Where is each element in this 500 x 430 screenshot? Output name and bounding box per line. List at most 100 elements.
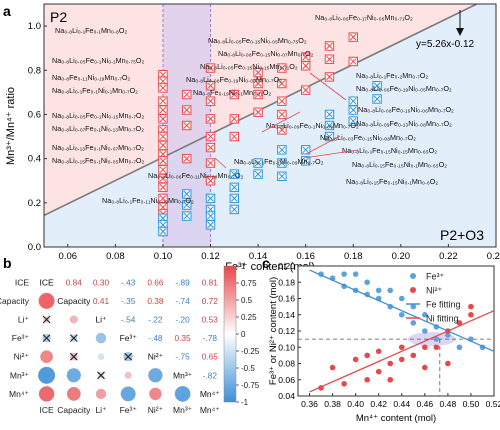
legend-label: Fe³⁺ [426,272,445,282]
marker-cross [278,172,286,180]
panel-c-guides [298,332,494,396]
data-point-p2 [229,131,240,142]
x-tick-label: 0.18 [344,251,363,262]
correlation-value: -.35 [121,296,136,306]
data-point-p2 [158,96,168,106]
marker-cross [349,33,357,41]
data-point [468,303,474,310]
insignificant-cross [42,315,51,324]
region-label-p2o3: P2+O3 [440,227,484,243]
marker-cross [159,106,167,114]
data-point [387,287,394,294]
colorbar-tick-label: -0.75 [241,381,260,390]
panel-c-letter: c [262,255,270,271]
diagonal-label: Fe³⁺ [120,333,138,343]
colorbar-ticks: 1 0.75 0.5 0.25 0 -0.25 -0.5 -0.75 -1 [236,262,260,407]
panel-c-legend: Fe³⁺ Ni²⁺ Fe fitting Ni fitting [406,272,461,324]
marker-cross [207,177,214,185]
correlation-circle [40,350,54,364]
column-label: Capacity [57,405,91,415]
leader-line [261,111,301,133]
formula-label: Na₀.₈Li₀.₁₅Fe₀.₁₅Ni₀.₁Mn₀.₆O₂ [346,177,438,186]
data-point-p2 [205,158,216,168]
panel-c-ylabel: Fe³⁺ or Ni²⁺ content (mol) [268,277,279,385]
y-tick-label: 0.20 [278,261,295,271]
marker-cross [159,142,167,149]
marker-cross [207,82,214,90]
legend-label: Ni fitting [426,314,459,324]
y-tick-label: 0.12 [278,326,295,336]
data-point-p2o3 [324,131,335,142]
data-point-p2 [253,107,263,117]
correlation-value: -.48 [148,333,163,343]
insignificant-cross [69,352,78,361]
marker-cross [326,122,333,129]
colorbar-tick-label: 0 [241,330,246,339]
leader-line [309,72,347,101]
correlation-circle [149,387,162,401]
formula-label: Na₀.₈Li₀.₀₅Fe₀.₁Ni₀.₁Mn₀.₇₅O₂ [52,56,145,65]
marker-cross [278,64,286,72]
data-point-p2o3 [277,158,287,168]
diagonal-label: Mn³⁺ [173,370,193,380]
data-point-p2o3 [229,169,240,179]
correlation-value: 0.66 [147,277,164,287]
data-point-p2o3 [205,211,216,221]
colorbar-tick-label: 0.5 [241,296,253,305]
marker-cross [230,170,238,178]
boundary-line [44,4,479,217]
formula-label: Na₀.₈Li₀.₀₉Fe₀.₁₃Ni₀.₀₈Mn₀.₇O₂ [356,119,452,128]
marker-cross [207,64,214,72]
marker-cross [207,97,214,105]
x-tick-label: 0.24 [487,251,500,262]
marker-cross [254,69,262,76]
row-label: Capacity [0,296,30,306]
y-tick-label: 0.4 [28,154,41,165]
data-point [364,352,370,359]
data-point-p2 [300,85,311,95]
correlation-value: 0.72 [202,296,219,306]
data-point-p2 [205,114,216,124]
correlation-value: -.54 [121,315,136,325]
correlation-circle [66,386,81,401]
formula-label: Na₀.₈Li₀.₀₅Fe₀.₁Ni₀.₁₅Mn₀.₇O₂ [52,111,145,120]
panel-c-frame [297,265,495,397]
fit-line [309,269,495,352]
formula-label: Na₀.₈Li₀.₀₆Fe₀.₁₁Ni₀.₀₈Mn₀.₇O₂ [148,171,244,180]
data-point [468,311,474,318]
marker-cross [254,108,262,116]
marker-cross [159,97,167,105]
formula-label: Na₀.₈Li₀.₀₅Fe₀.₁₅Ni₀.₁₅Mn₀.₇₁O₂ [200,62,298,71]
y-tick-label: 0.8 [28,65,41,76]
panel-a-letter: a [3,3,11,19]
formula-label: Na₀.₈Li₀.₁Fe₀.₂Mn₀.₇O₂ [356,71,428,80]
row-label: Ni²⁺ [14,352,30,362]
marker-cross [159,157,167,165]
x-tick-label: 0.52 [486,399,500,409]
formula-label: Na₀.₈Li₀.₀₃Fe₀.₁₅Ni₀.₀₈Mn₀.₇O₂ [320,133,416,142]
column-label: Ni²⁺ [148,405,164,415]
data-point-p2 [158,182,168,193]
equation-arrow-head [456,28,464,36]
marker-cross [159,175,167,182]
panel-a-xlabel: Fe³⁺ content (mol) [225,261,315,273]
data-point-p2o3 [348,105,358,115]
data-point-p2 [348,56,358,67]
y-tick-label: 0.14 [278,310,295,320]
data-point-p2o3 [300,156,311,166]
leader-line [214,157,227,169]
data-point [341,271,347,277]
data-point [456,320,463,326]
correlation-value: 0.30 [93,277,110,287]
leader-line [303,149,359,159]
marker-cross [159,115,167,123]
data-point-p2 [182,89,192,100]
marker-cross [326,42,333,50]
data-point-p2o3 [229,182,240,193]
row-label: Mn³⁺ [10,370,30,380]
data-point-p2 [205,131,216,142]
correlation-circle [38,292,55,310]
formula-label: Na₀.₈Li₀.₀₈Fe₀.₁₉Ni₀.₀₃Mn₀.₇O₂ [186,75,282,84]
panel-a-annotations: Na₀.₈Li₀.₁Fe₀.₁Mn₀.₈O₂ Na₀.₈Li₀.₀₅Fe₀.₁Ni… [52,13,454,205]
